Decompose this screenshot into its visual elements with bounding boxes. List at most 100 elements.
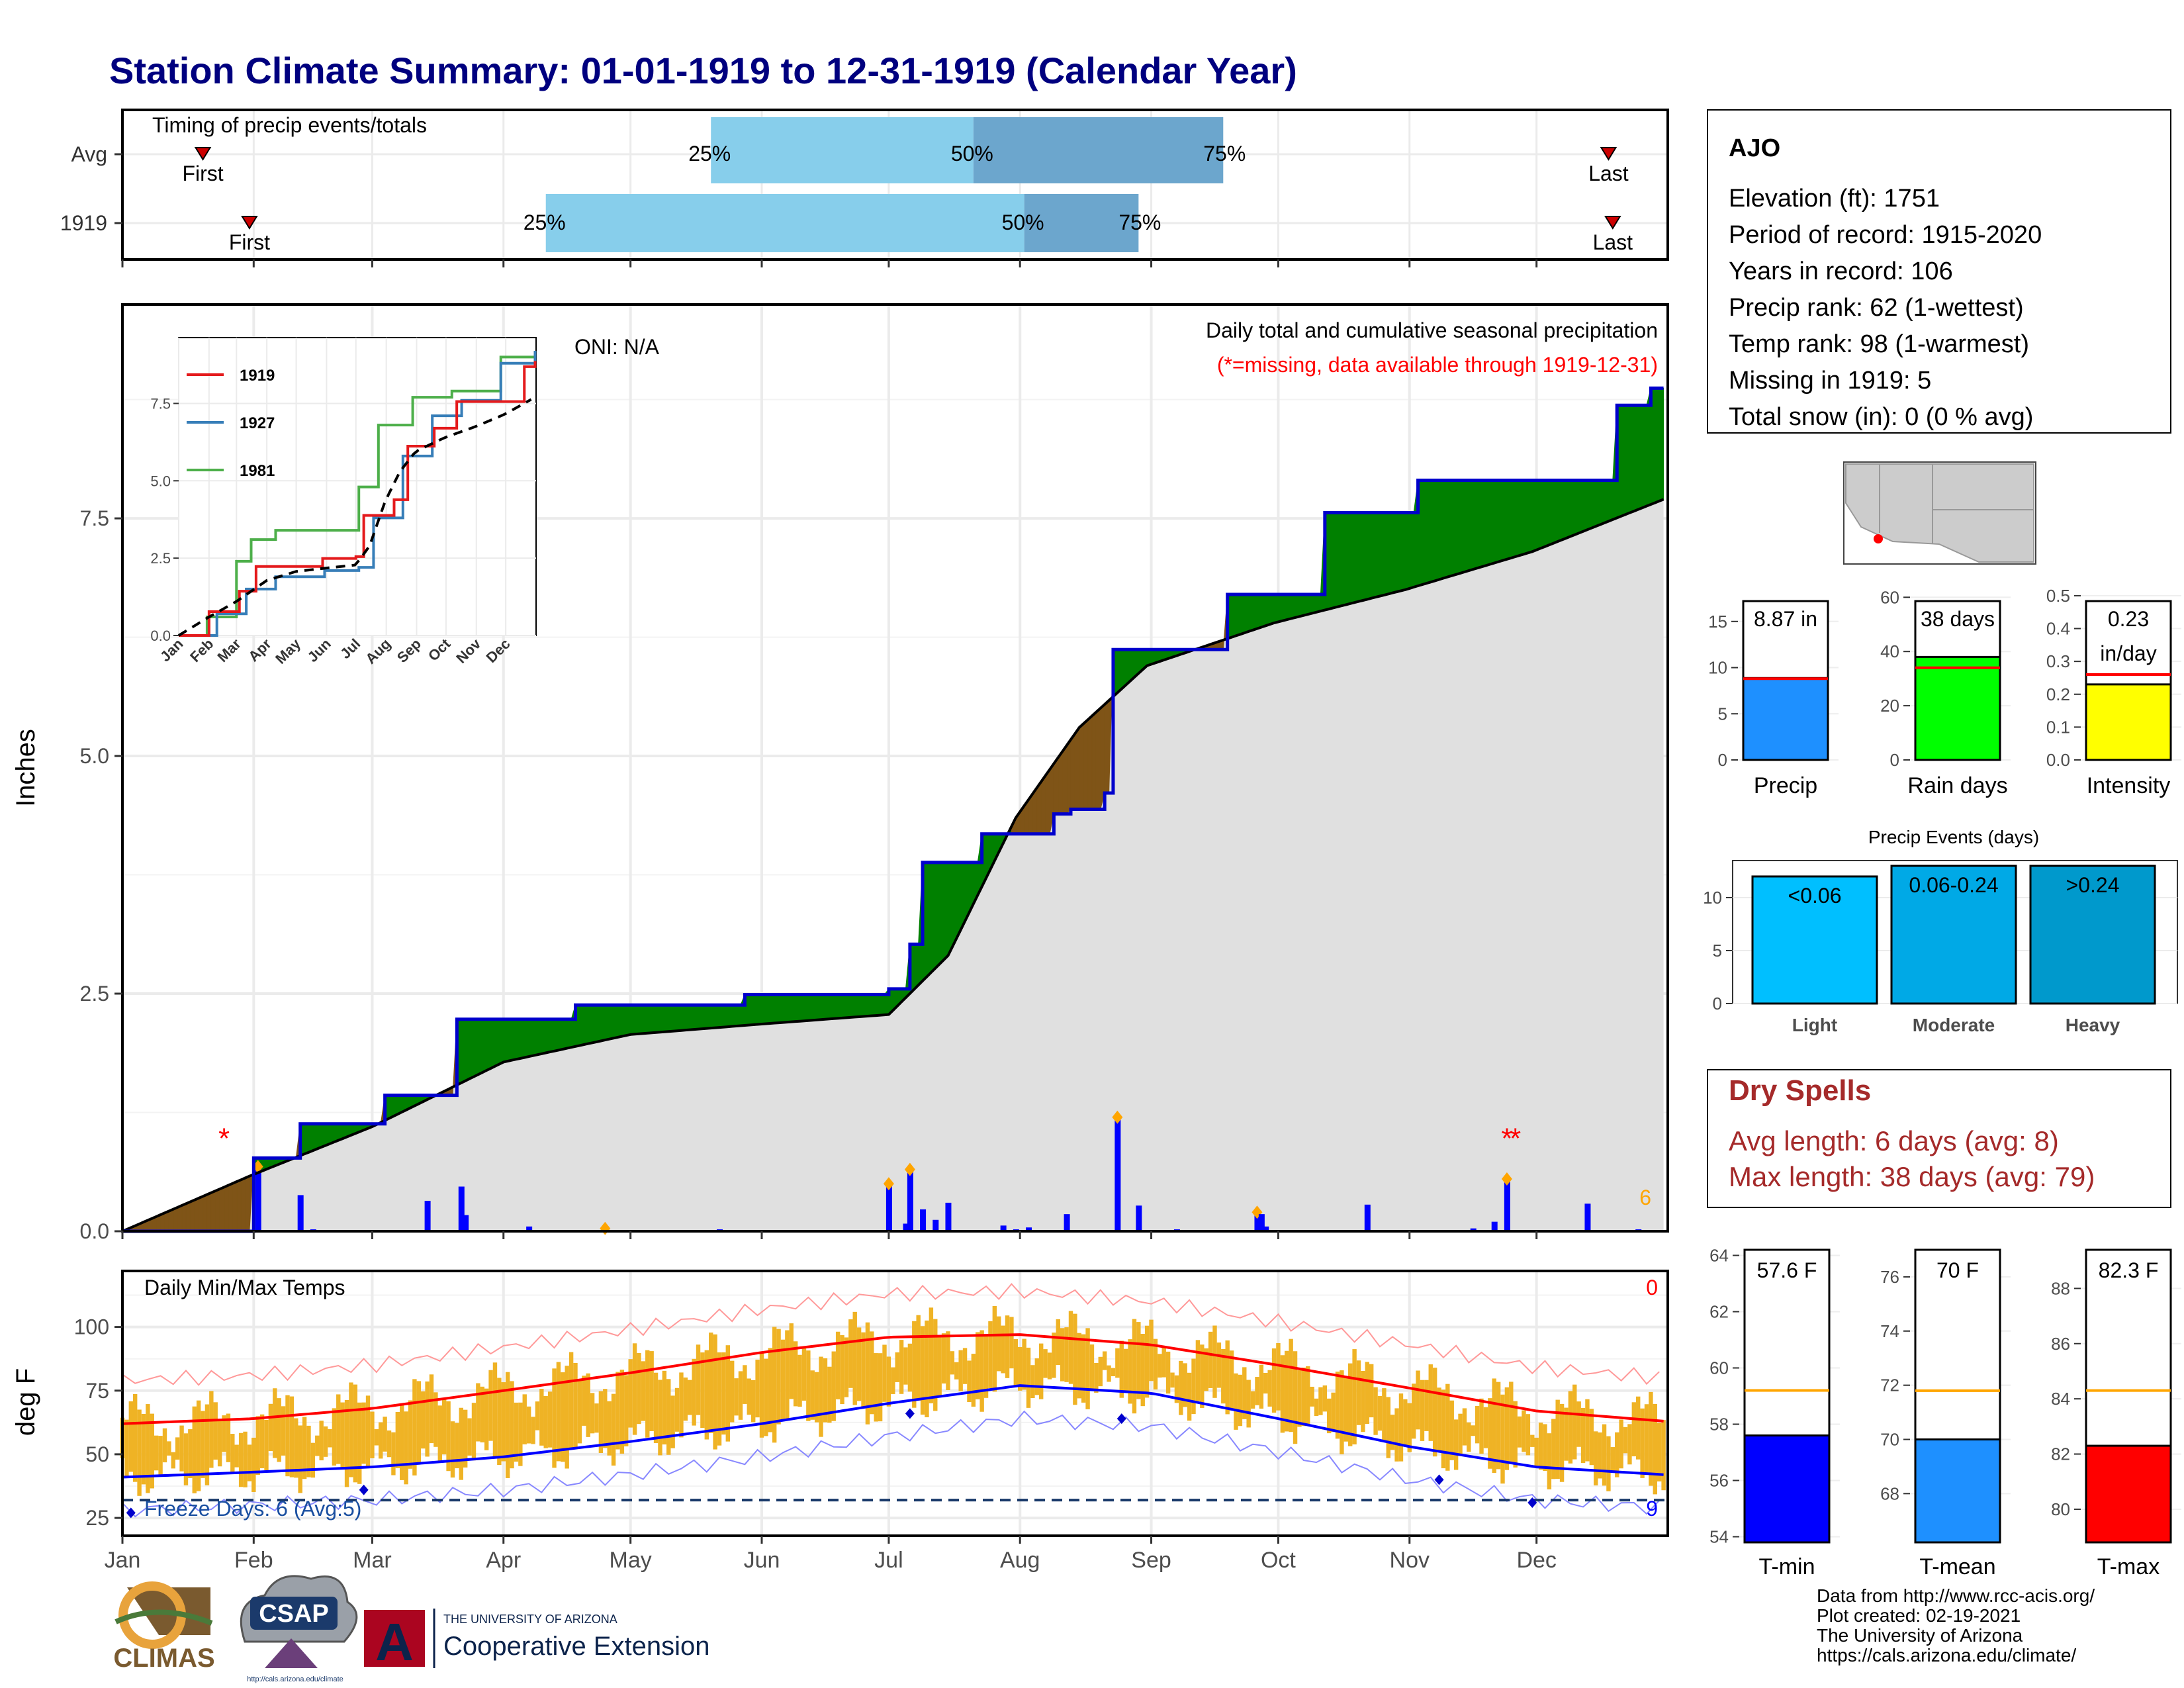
- heavy-precip-marker: [883, 1177, 894, 1191]
- daily-temp-bar: [1068, 1311, 1073, 1384]
- daily-temp-bar: [1301, 1368, 1306, 1427]
- daily-temp-bar: [1119, 1340, 1124, 1398]
- daily-temp-bar: [531, 1417, 535, 1444]
- events-bar-name: Moderate: [1913, 1015, 1995, 1035]
- inset-x-tick-label: May: [272, 635, 304, 667]
- daily-temp-bar: [162, 1428, 167, 1463]
- daily-temp-bar: [925, 1320, 929, 1418]
- daily-temp-bar: [247, 1444, 252, 1481]
- daily-temp-bar: [539, 1389, 544, 1446]
- daily-temp-bar: [628, 1359, 633, 1428]
- above-average-fill: [850, 994, 856, 1018]
- daily-temp-bar: [1543, 1424, 1547, 1472]
- above-average-fill: [1125, 649, 1131, 686]
- station-name: AJO: [1729, 134, 1780, 162]
- inset-x-tick-label: Nov: [453, 635, 484, 667]
- daily-temp-bar: [1500, 1394, 1505, 1484]
- above-average-fill: [1536, 480, 1541, 551]
- daily-temp-bar: [1242, 1367, 1247, 1419]
- daily-temp-bar: [1153, 1338, 1158, 1390]
- daily-temp-bar: [1530, 1434, 1535, 1447]
- above-average-fill: [939, 862, 944, 965]
- temp-panel-frame: [121, 1270, 1669, 1537]
- temp-summary-y-tick-label: 86: [2051, 1334, 2070, 1354]
- daily-temp-bar: [874, 1353, 878, 1422]
- daily-temp-bar: [234, 1444, 239, 1468]
- daily-temp-bar: [641, 1361, 646, 1421]
- daily-temp-bar: [518, 1402, 523, 1466]
- month-x-tick-label: Jun: [744, 1548, 780, 1573]
- daily-temp-bar: [1034, 1358, 1040, 1395]
- daily-temp-bar: [543, 1395, 548, 1448]
- daily-temp-bar: [1449, 1400, 1454, 1460]
- summary-y-tick-label: 0.0: [2046, 750, 2070, 770]
- timing-bar-25-50: [545, 194, 1024, 252]
- daily-temp-bar: [725, 1345, 731, 1442]
- precip-y-axis-label: Inches: [11, 729, 40, 807]
- above-average-fill: [465, 1019, 471, 1082]
- above-average-fill: [710, 1004, 716, 1029]
- summary-y-tick-label: 0: [1890, 750, 1899, 770]
- above-average-fill: [1460, 480, 1465, 574]
- above-average-fill: [672, 1004, 678, 1032]
- daily-temp-bar: [810, 1370, 815, 1420]
- daily-temp-bar: [429, 1374, 434, 1444]
- station-years: Years in record: 106: [1729, 258, 1953, 285]
- station-elevation: Elevation (ft): 1751: [1729, 185, 1940, 212]
- daily-temp-bar: [315, 1435, 320, 1456]
- daily-temp-bar: [1098, 1356, 1103, 1387]
- events-y-tick-label: 10: [1703, 888, 1722, 908]
- above-average-fill: [1557, 480, 1563, 542]
- below-average-fill: [194, 1197, 199, 1232]
- daily-temp-bar: [1259, 1364, 1264, 1409]
- daily-temp-bar: [1631, 1402, 1637, 1457]
- inset-x-tick-label: Sep: [394, 635, 424, 666]
- above-average-fill: [842, 994, 847, 1019]
- above-average-fill: [621, 1004, 627, 1037]
- above-average-fill: [579, 1004, 584, 1047]
- below-average-fill: [228, 1183, 233, 1232]
- daily-temp-bar: [1073, 1313, 1077, 1405]
- daily-temp-bar: [514, 1402, 519, 1462]
- timing-last-label: Last: [1588, 162, 1629, 185]
- timing-last-label: Last: [1593, 230, 1633, 254]
- daily-temp-bar: [294, 1418, 298, 1478]
- daily-precip-bar: [903, 1223, 909, 1231]
- daily-temp-bar: [154, 1435, 159, 1471]
- daily-temp-bar: [1551, 1419, 1556, 1479]
- temp-lines: [122, 1283, 1668, 1519]
- daily-precip-bar: [907, 1169, 913, 1231]
- above-average-fill: [1404, 512, 1410, 590]
- daily-temp-bar: [1343, 1377, 1349, 1442]
- daily-temp-bar: [344, 1399, 349, 1487]
- daily-temp-bar: [950, 1351, 955, 1375]
- ua-logo-mark: [364, 1610, 425, 1667]
- above-average-fill: [956, 862, 962, 939]
- timing-row-label-avg: Avg: [71, 142, 107, 166]
- daily-temp-bar: [882, 1344, 887, 1402]
- daily-temp-bar: [230, 1434, 235, 1473]
- missing-markers: * **: [218, 1122, 1521, 1154]
- above-average-fill: [1473, 480, 1478, 570]
- daily-temp-bar: [1525, 1414, 1531, 1456]
- above-average-fill: [647, 1004, 653, 1034]
- daily-temp-bar: [1356, 1360, 1361, 1425]
- above-average-fill: [482, 1019, 487, 1073]
- daily-temp-bar: [306, 1425, 311, 1477]
- daily-temp-bar: [404, 1411, 408, 1485]
- daily-temp-bar: [255, 1416, 260, 1476]
- daily-temp-bar: [1636, 1396, 1641, 1460]
- daily-temp-bar: [1322, 1385, 1328, 1412]
- above-average-fill: [1633, 404, 1639, 512]
- above-average-fill: [549, 1019, 555, 1053]
- daily-temp-bar: [1297, 1370, 1302, 1427]
- below-average-fill: [1058, 750, 1063, 815]
- station-location-dot: [1874, 534, 1883, 543]
- temp-summary-y-tick-label: 68: [1880, 1483, 1899, 1503]
- daily-temp-bar: [709, 1333, 713, 1433]
- above-average-fill: [1659, 387, 1664, 502]
- daily-temp-bar: [971, 1354, 976, 1407]
- timing-label-25: 25%: [523, 211, 566, 234]
- above-average-fill: [723, 1004, 729, 1028]
- summary-bar-value-label: 38 days: [1921, 607, 1995, 631]
